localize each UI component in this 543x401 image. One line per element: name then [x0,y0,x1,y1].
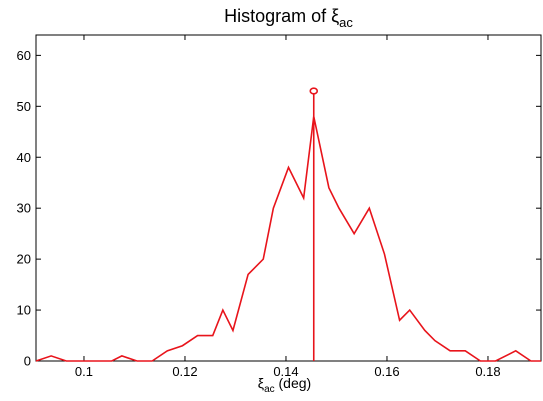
y-tick-label: 10 [17,303,31,318]
x-tick-label: 0.14 [273,364,298,379]
chart-title-main: Histogram of ξ [224,6,339,26]
marker-layer [309,87,319,361]
histogram-line [35,116,541,362]
axes-frame [35,34,542,362]
chart-title: Histogram of ξac [224,6,353,30]
x-tick-label: 0.12 [172,364,197,379]
chart-title-subscript: ac [339,15,353,30]
x-tick-label: 0.18 [475,364,500,379]
x-axis-label-unit: (deg) [275,375,312,391]
x-axis-label: ξac (deg) [258,375,311,395]
y-tick-label: 50 [17,99,31,114]
x-axis-ticks: 0.1 0.12 0.14 0.16 0.18 [75,35,501,379]
y-tick-label: 60 [17,48,31,63]
x-tick-label: 0.1 [75,364,93,379]
series-layer [35,116,541,362]
x-tick-label: 0.16 [374,364,399,379]
y-tick-label: 0 [24,354,31,369]
mode-marker-circle [309,87,319,95]
y-tick-label: 30 [17,201,31,216]
y-axis-ticks: 0 10 20 30 40 50 60 [17,48,541,369]
x-axis-label-subscript: ac [264,384,275,395]
x-axis-label-main: ξ [258,375,264,391]
y-tick-label: 40 [17,150,31,165]
plot-frame [35,34,542,362]
y-tick-label: 20 [17,252,31,267]
